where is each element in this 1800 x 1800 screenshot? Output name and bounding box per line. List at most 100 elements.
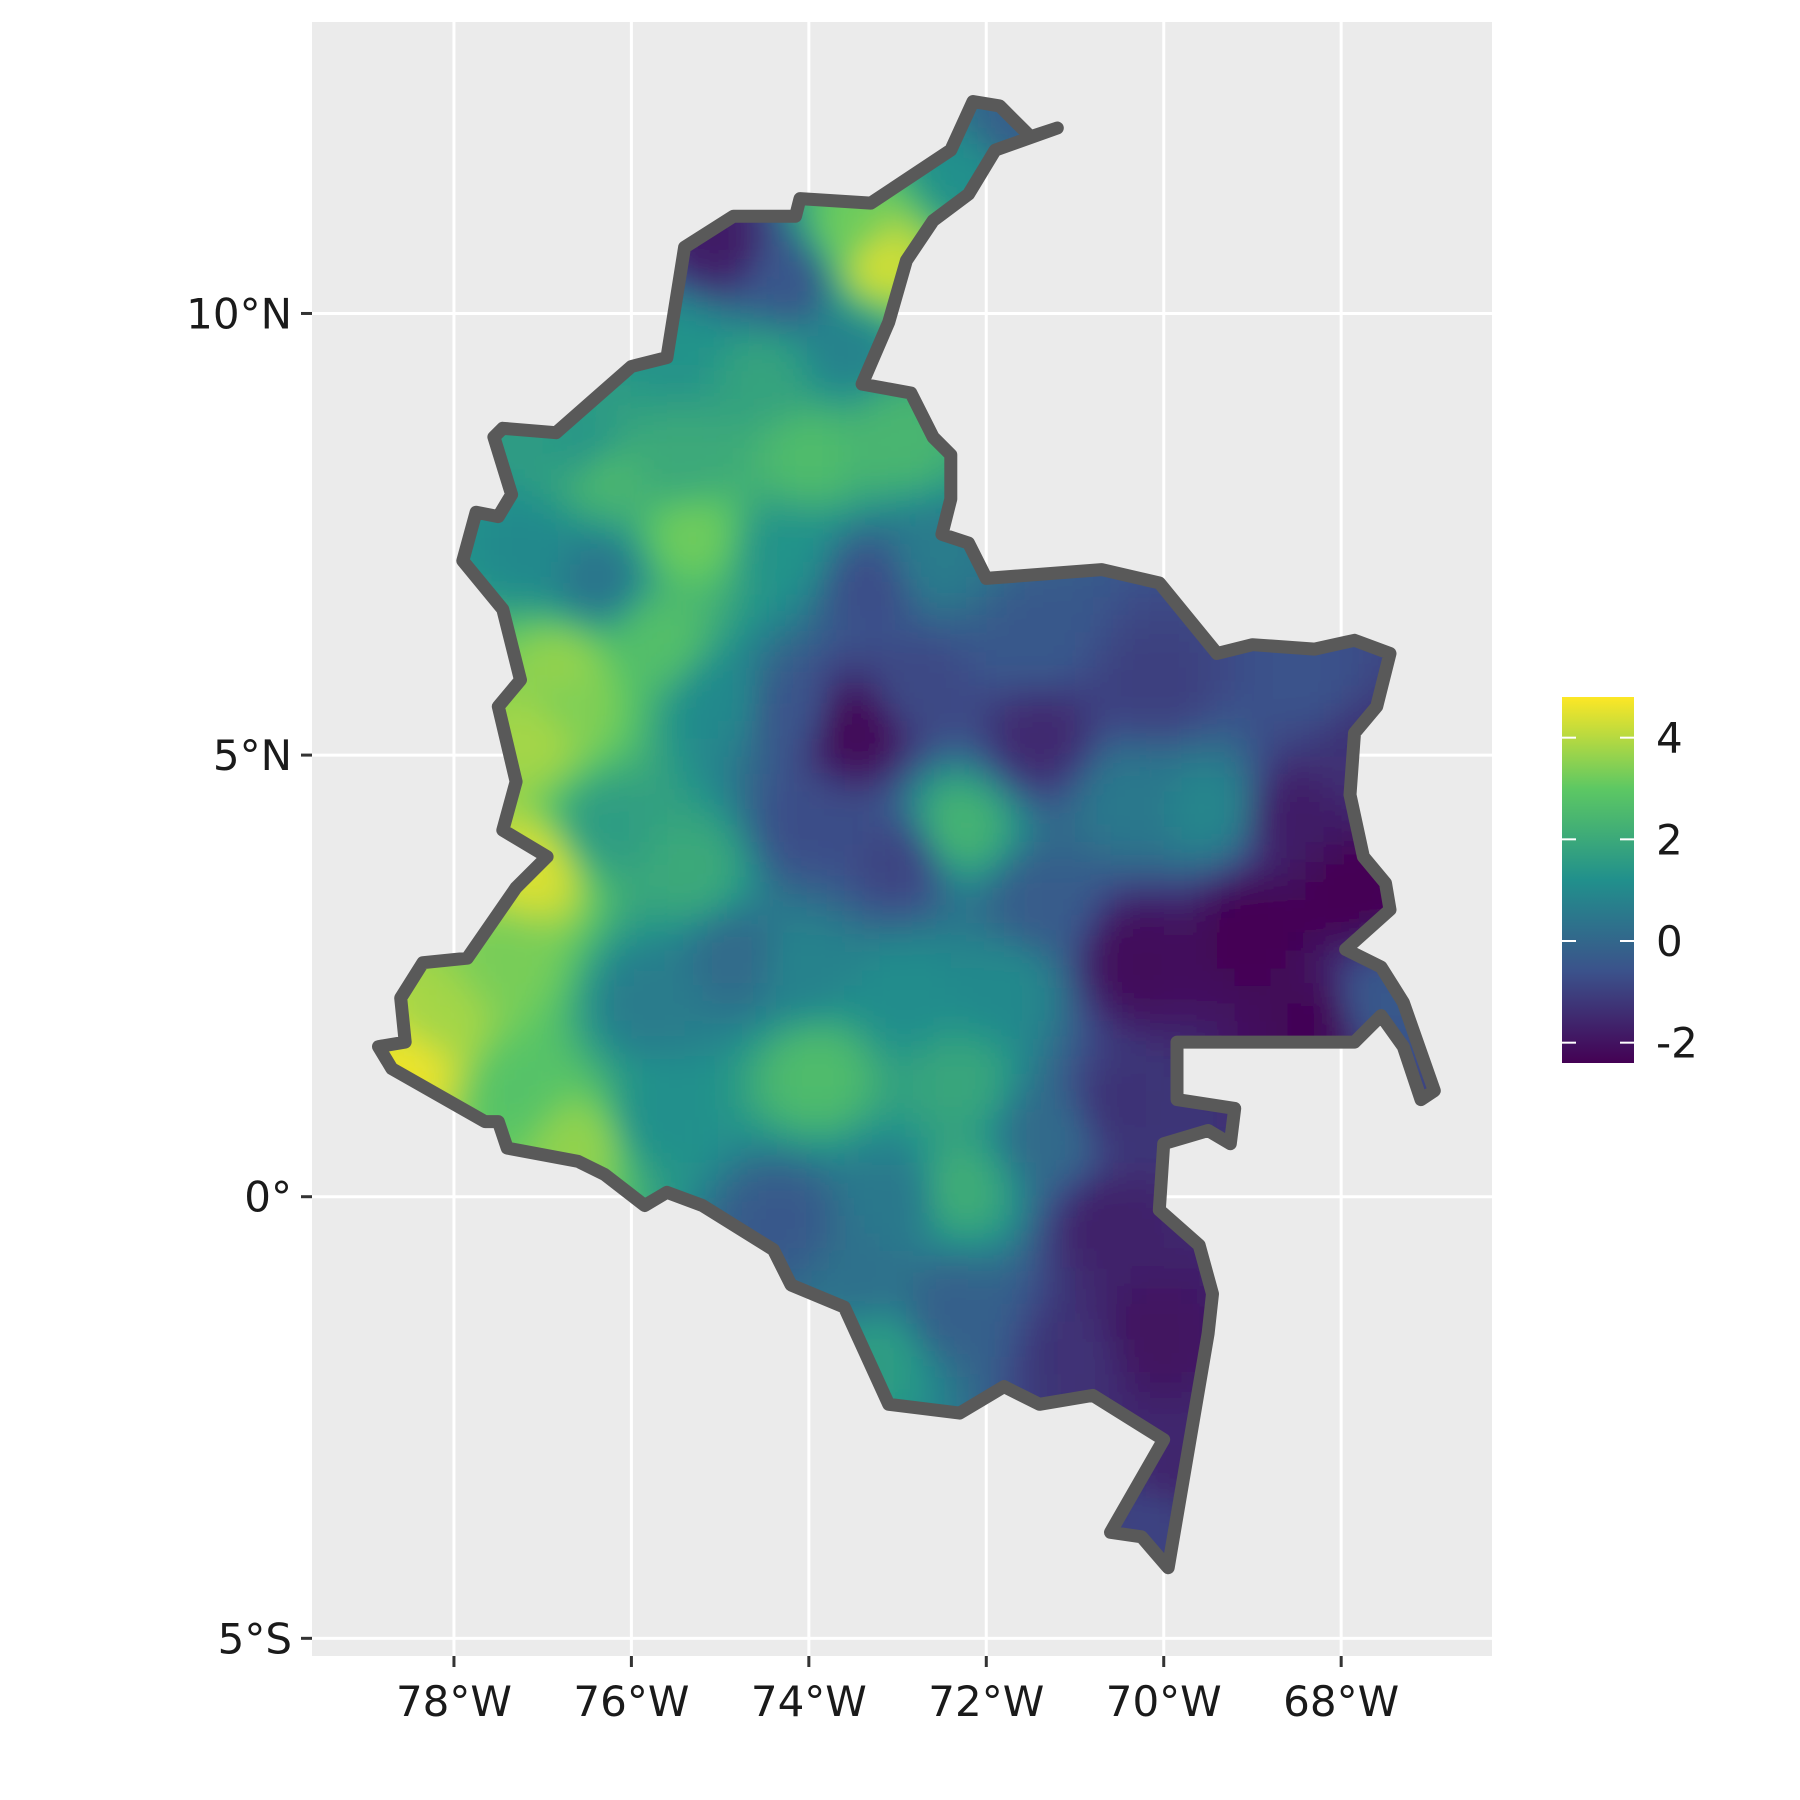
value-cell [684, 649, 704, 668]
value-cell [1146, 1073, 1165, 1092]
value-cell [1004, 1037, 1023, 1057]
value-cell [578, 1090, 597, 1110]
value-cell [862, 1302, 881, 1322]
value-cell [1004, 613, 1023, 633]
value-cell [524, 878, 544, 898]
value-cell [986, 1126, 1005, 1145]
value-cell [1021, 790, 1041, 810]
value-cell [755, 631, 775, 651]
value-cell [1021, 1073, 1041, 1092]
value-cell [720, 419, 739, 439]
value-cell [808, 613, 828, 633]
value-cell [720, 596, 739, 615]
value-cell [879, 967, 899, 986]
value-cell [826, 702, 846, 721]
value-cell [879, 984, 899, 1004]
value-cell [755, 260, 775, 280]
value-cell [826, 437, 846, 456]
value-cell [1146, 984, 1165, 1004]
value-cell [1004, 1108, 1023, 1128]
value-cell [879, 719, 899, 739]
value-cell [737, 790, 757, 810]
value-cell [684, 1126, 704, 1145]
value-cell [826, 1108, 846, 1128]
value-cell [524, 808, 544, 827]
value-cell [524, 772, 544, 792]
value-cell [791, 348, 810, 368]
value-cell [950, 1285, 970, 1304]
value-cell [968, 861, 988, 880]
value-cell [773, 825, 793, 845]
value-cell [1110, 808, 1130, 827]
value-cell [666, 1002, 686, 1022]
value-cell [1075, 1126, 1094, 1145]
value-cell [1021, 596, 1041, 615]
value-cell [773, 931, 793, 951]
value-cell [507, 1126, 526, 1145]
value-cell [578, 666, 597, 686]
value-cell [1092, 1232, 1112, 1251]
value-cell [684, 260, 704, 280]
value-cell [791, 490, 810, 509]
value-cell [649, 1037, 668, 1057]
value-cell [933, 931, 952, 951]
value-cell [666, 613, 686, 633]
value-cell [1163, 1267, 1183, 1287]
value-cell [1234, 861, 1254, 880]
value-cell [1075, 1143, 1094, 1163]
value-cell [1128, 790, 1147, 810]
value-cell [1057, 596, 1076, 615]
value-cell [1181, 755, 1201, 774]
value-cell [1146, 1090, 1165, 1110]
value-cell [933, 631, 952, 651]
value-cell [950, 1249, 970, 1269]
value-cell [808, 649, 828, 668]
value-cell [702, 366, 722, 386]
value-cell [507, 719, 526, 739]
value-cell [595, 896, 615, 916]
value-cell [897, 1320, 917, 1340]
value-cell [808, 1073, 828, 1092]
value-cell [968, 1179, 988, 1198]
value-cell [684, 719, 704, 739]
value-cell [649, 702, 668, 721]
value-cell [720, 454, 739, 474]
value-cell [879, 260, 899, 280]
value-cell [542, 596, 562, 615]
value-cell [950, 649, 970, 668]
value-cell [1110, 1302, 1130, 1322]
value-cell [631, 384, 651, 403]
value-cell [879, 1126, 899, 1145]
value-cell [720, 808, 739, 827]
value-cell [1128, 1179, 1147, 1198]
value-cell [986, 1232, 1005, 1251]
value-cell [1128, 1302, 1147, 1322]
value-cell [720, 702, 739, 721]
value-cell [1128, 896, 1147, 916]
value-cell [808, 260, 828, 280]
value-cell [524, 1126, 544, 1145]
value-cell [666, 967, 686, 986]
value-cell [950, 825, 970, 845]
value-cell [1075, 1214, 1094, 1234]
value-cell [986, 684, 1005, 704]
value-cell [808, 755, 828, 774]
value-cell [791, 278, 810, 297]
value-cell [844, 702, 863, 721]
value-cell [1075, 1090, 1094, 1110]
value-cell [666, 790, 686, 810]
value-cell [1075, 578, 1094, 598]
value-cell [844, 613, 863, 633]
value-cell [613, 984, 633, 1004]
value-cell [1110, 931, 1130, 951]
value-cell [808, 295, 828, 315]
value-cell [507, 454, 526, 474]
value-cell [1039, 914, 1059, 933]
value-cell [1252, 808, 1272, 827]
value-cell [702, 1055, 722, 1075]
value-cell [1057, 1214, 1076, 1234]
value-cell [791, 242, 810, 262]
value-cell [1163, 1373, 1183, 1393]
value-cell [649, 914, 668, 933]
value-cell [1021, 861, 1041, 880]
